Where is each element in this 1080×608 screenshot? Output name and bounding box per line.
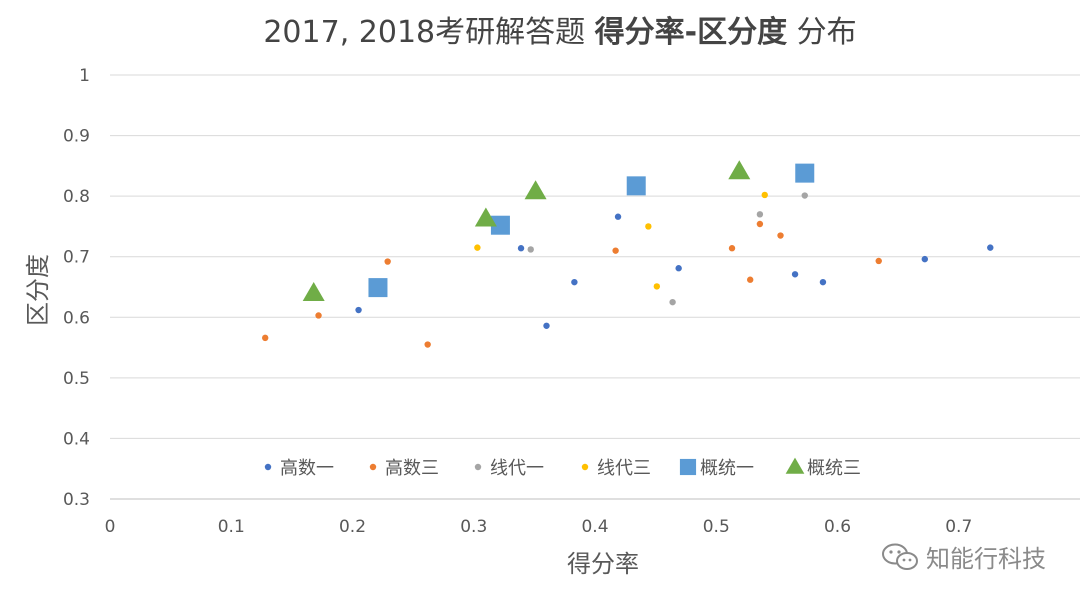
y-tick-label: 0.9 bbox=[63, 127, 90, 147]
data-point bbox=[747, 276, 754, 283]
data-point bbox=[302, 282, 325, 302]
grid-lines bbox=[110, 74, 1080, 439]
data-point bbox=[474, 207, 497, 227]
watermark: 知能行科技 bbox=[880, 539, 1046, 574]
data-point bbox=[921, 255, 928, 263]
data-point bbox=[728, 245, 736, 252]
legend: 高数一 高数三 线代一 线代三 概统一 概统三 bbox=[264, 457, 861, 479]
data-point bbox=[791, 271, 799, 278]
legend-label: 线代一 bbox=[490, 458, 544, 479]
x-tick-labels: 0 0.1 0.2 0.3 0.4 0.5 0.6 0.7 bbox=[105, 517, 973, 537]
y-tick-label: 0.7 bbox=[63, 248, 90, 268]
y-tick-label: 0.3 bbox=[63, 490, 90, 510]
data-point bbox=[645, 223, 652, 230]
data-point bbox=[315, 312, 322, 319]
data-point bbox=[756, 211, 764, 218]
data-point bbox=[987, 244, 994, 251]
y-tick-label: 1 bbox=[79, 66, 90, 86]
legend-marker bbox=[679, 458, 697, 476]
data-point bbox=[728, 160, 751, 180]
data-point bbox=[795, 163, 815, 183]
legend-marker bbox=[369, 463, 377, 471]
x-tick-label: 0.3 bbox=[460, 517, 487, 537]
data-point bbox=[262, 334, 269, 342]
legend-label: 概统三 bbox=[807, 458, 861, 479]
chart-title: 2017, 2018考研解答题 得分率-区分度 分布 bbox=[263, 15, 856, 50]
legend-marker bbox=[264, 463, 272, 471]
data-point bbox=[614, 213, 622, 220]
data-point bbox=[777, 232, 784, 239]
watermark-text: 知能行科技 bbox=[926, 545, 1046, 573]
data-point bbox=[543, 322, 550, 329]
data-point bbox=[653, 283, 661, 290]
data-point bbox=[801, 192, 808, 199]
data-point bbox=[756, 220, 764, 228]
x-tick-label: 0.7 bbox=[945, 517, 972, 537]
data-point bbox=[355, 306, 362, 314]
data-point bbox=[669, 298, 676, 306]
data-point bbox=[424, 341, 431, 348]
wechat-icon bbox=[882, 543, 918, 570]
legend-label: 线代三 bbox=[597, 458, 651, 479]
x-axis-label: 得分率 bbox=[567, 550, 639, 578]
data-point bbox=[612, 247, 619, 254]
y-axis-label: 区分度 bbox=[24, 254, 52, 326]
title-part-0: 2017, 2018考研解答题 bbox=[263, 15, 594, 50]
x-tick-label: 0 bbox=[105, 517, 116, 537]
data-points bbox=[262, 160, 994, 348]
legend-marker bbox=[581, 463, 589, 471]
legend-label: 高数三 bbox=[385, 458, 439, 479]
data-point bbox=[675, 265, 682, 272]
title-part-1: 得分率-区分度 bbox=[594, 15, 787, 50]
y-tick-label: 0.5 bbox=[63, 369, 90, 389]
title-part-2: 分布 bbox=[787, 15, 857, 50]
data-point bbox=[524, 180, 547, 200]
y-tick-label: 0.4 bbox=[63, 429, 90, 449]
y-tick-label: 0.8 bbox=[63, 187, 90, 207]
x-tick-label: 0.4 bbox=[581, 517, 608, 537]
data-point bbox=[626, 176, 646, 196]
data-point bbox=[761, 191, 768, 199]
x-tick-label: 0.1 bbox=[218, 517, 245, 537]
legend-marker bbox=[785, 457, 805, 474]
x-tick-label: 0.5 bbox=[703, 517, 730, 537]
data-point bbox=[527, 246, 534, 253]
legend-label: 概统一 bbox=[700, 458, 754, 479]
x-tick-label: 0.6 bbox=[824, 517, 851, 537]
data-point bbox=[517, 245, 525, 252]
legend-label: 高数一 bbox=[280, 458, 334, 479]
legend-marker bbox=[474, 463, 482, 471]
data-point bbox=[490, 215, 510, 235]
y-tick-labels: 0.3 0.4 0.5 0.6 0.7 0.8 0.9 1 bbox=[63, 66, 90, 510]
data-point bbox=[819, 278, 827, 286]
data-point bbox=[875, 257, 882, 265]
data-point bbox=[571, 278, 578, 286]
y-tick-label: 0.6 bbox=[63, 308, 90, 328]
x-tick-label: 0.2 bbox=[339, 517, 366, 537]
data-point bbox=[384, 258, 391, 265]
data-point bbox=[368, 278, 388, 298]
data-point bbox=[474, 244, 481, 251]
